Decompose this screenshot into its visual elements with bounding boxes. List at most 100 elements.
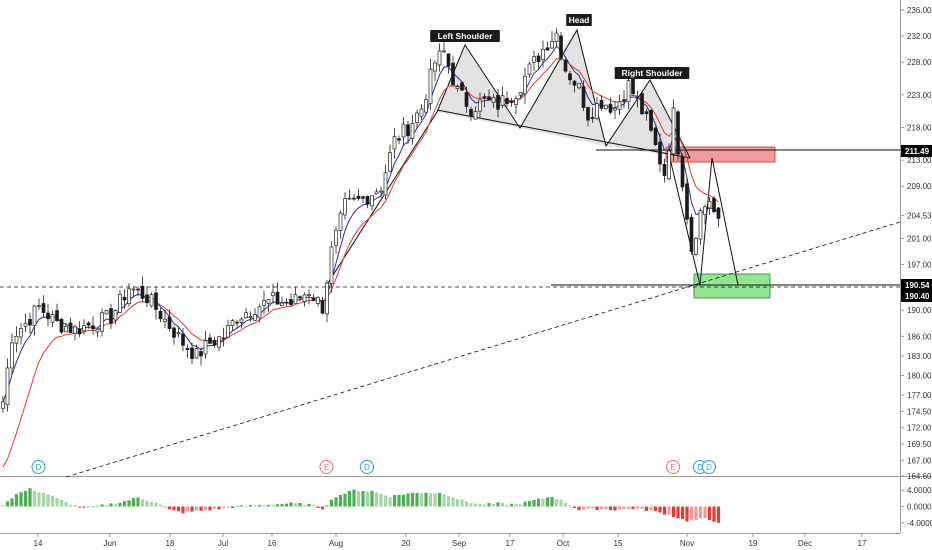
candle: [343, 192, 347, 220]
histogram-bar-positive: [419, 493, 424, 507]
candle-body-up: [118, 293, 122, 313]
candle: [190, 342, 194, 365]
histogram-bar-positive: [118, 502, 122, 507]
histogram-bar-positive: [55, 497, 59, 507]
candle-body-down: [311, 297, 316, 301]
date-tick-label: 17: [858, 539, 867, 548]
candle-body-up: [149, 294, 154, 307]
candle-body-down: [86, 322, 91, 326]
histogram-bar-negative: [572, 506, 577, 508]
event-label: D: [364, 463, 370, 472]
earnings-marker: E: [319, 460, 334, 474]
event-circle: [31, 460, 46, 474]
price-tick-label: 174.50: [907, 407, 932, 416]
candle-body-down: [397, 138, 401, 141]
histogram-bar-positive: [325, 505, 329, 507]
price-tick-label: 183.00: [907, 352, 932, 361]
histogram-bar-positive: [428, 492, 433, 507]
histogram-bar-negative: [163, 506, 167, 508]
histogram-bar-negative: [631, 506, 635, 510]
pattern-label-text: Head: [569, 15, 590, 25]
histogram-bar-positive: [253, 505, 257, 507]
histogram-bar-positive: [95, 505, 100, 507]
histogram-bar-positive: [478, 504, 482, 507]
candle: [595, 97, 599, 121]
candle: [550, 31, 554, 50]
histogram-bar-positive: [536, 498, 541, 507]
candle: [406, 120, 410, 145]
histogram-bar-negative: [676, 506, 680, 519]
event-circle: [702, 460, 716, 474]
price-tick-label: 236.00: [907, 6, 932, 15]
candles-layer: [1, 28, 721, 413]
histogram-bar-positive: [392, 495, 397, 507]
candle-body-down: [689, 216, 694, 252]
histogram-bar-negative: [212, 506, 217, 509]
histogram-bar-positive: [514, 504, 518, 507]
candle-body-down: [716, 207, 721, 219]
histogram-bar-negative: [595, 506, 599, 510]
candle-body-up: [176, 332, 181, 335]
candle-body-down: [676, 111, 680, 155]
histogram-bar-negative: [604, 506, 608, 510]
histogram-bar-positive: [140, 499, 145, 507]
pattern-label-bg: [614, 67, 690, 79]
candle-body-down: [482, 96, 487, 99]
candle-body-up: [392, 136, 397, 150]
candle: [140, 276, 145, 303]
candle: [91, 316, 95, 335]
candle: [325, 279, 329, 323]
price-tick-label: 204.53: [907, 211, 932, 220]
candle-body-down: [145, 294, 149, 304]
candle: [334, 226, 338, 254]
price-tick-label: 177.00: [907, 391, 932, 400]
candle: [293, 287, 298, 304]
event-label: E: [670, 463, 675, 472]
candle-body-up: [95, 328, 100, 333]
pattern-label: Right Shoulder: [614, 67, 690, 79]
candle: [662, 158, 667, 183]
candle-body-up: [334, 229, 338, 246]
candle-body-up: [554, 32, 559, 43]
candle: [100, 308, 104, 337]
candle-body-up: [163, 318, 167, 322]
candle: [415, 109, 419, 130]
candle: [316, 295, 320, 307]
candle: [37, 298, 41, 310]
histogram-bar-positive: [23, 490, 28, 507]
candle-body-up: [217, 336, 221, 348]
candle: [671, 99, 676, 161]
price-tags-layer: 211.49 190.54 190.40: [901, 145, 932, 302]
candle: [82, 319, 86, 335]
candle-body-up: [131, 288, 136, 291]
candle-body-down: [572, 80, 577, 86]
candle-body-down: [635, 96, 640, 99]
date-tick-label: 14: [34, 539, 43, 548]
histogram-bar-negative: [167, 506, 172, 510]
candle: [482, 93, 487, 108]
histogram-bar-negative: [703, 506, 707, 518]
candle: [163, 309, 167, 328]
histogram-bar-negative: [694, 506, 698, 520]
histogram-bar-negative: [176, 506, 181, 512]
histogram-bar-negative: [590, 506, 595, 509]
date-tick-label: Dec: [798, 539, 812, 548]
candle: [284, 298, 289, 307]
candle-body-down: [536, 55, 541, 63]
histogram-bar-positive: [73, 505, 77, 507]
candle: [5, 358, 10, 412]
candle: [716, 207, 721, 228]
histogram-bar-negative: [194, 506, 199, 511]
event-label: D: [697, 463, 703, 472]
candle-body-up: [347, 197, 352, 200]
event-label: E: [324, 463, 329, 472]
candle: [379, 186, 383, 198]
histogram-bar-positive: [109, 503, 113, 507]
candle-body-up: [415, 112, 419, 123]
histogram-bar-positive: [550, 496, 554, 507]
oscillator-tick-label: 0.0000: [907, 503, 932, 512]
candle: [239, 316, 244, 329]
histogram-bar-positive: [563, 503, 568, 507]
histogram-bar-positive: [244, 506, 248, 507]
